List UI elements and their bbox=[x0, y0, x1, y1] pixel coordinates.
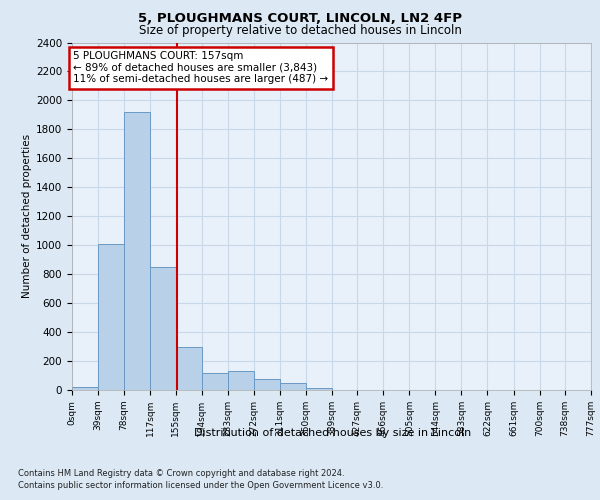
Bar bbox=[72, 387, 98, 390]
Bar bbox=[176, 346, 202, 390]
Text: Distribution of detached houses by size in Lincoln: Distribution of detached houses by size … bbox=[194, 428, 472, 438]
Bar bbox=[280, 383, 306, 390]
Bar bbox=[124, 112, 150, 390]
Bar bbox=[98, 244, 124, 390]
Bar bbox=[227, 371, 254, 390]
Y-axis label: Number of detached properties: Number of detached properties bbox=[22, 134, 32, 298]
Bar bbox=[202, 372, 227, 390]
Text: Contains public sector information licensed under the Open Government Licence v3: Contains public sector information licen… bbox=[18, 481, 383, 490]
Bar bbox=[306, 388, 332, 390]
Text: 5, PLOUGHMANS COURT, LINCOLN, LN2 4FP: 5, PLOUGHMANS COURT, LINCOLN, LN2 4FP bbox=[138, 12, 462, 26]
Text: Contains HM Land Registry data © Crown copyright and database right 2024.: Contains HM Land Registry data © Crown c… bbox=[18, 469, 344, 478]
Text: 5 PLOUGHMANS COURT: 157sqm
← 89% of detached houses are smaller (3,843)
11% of s: 5 PLOUGHMANS COURT: 157sqm ← 89% of deta… bbox=[73, 51, 328, 84]
Text: Size of property relative to detached houses in Lincoln: Size of property relative to detached ho… bbox=[139, 24, 461, 37]
Bar bbox=[254, 379, 280, 390]
Bar bbox=[150, 267, 176, 390]
